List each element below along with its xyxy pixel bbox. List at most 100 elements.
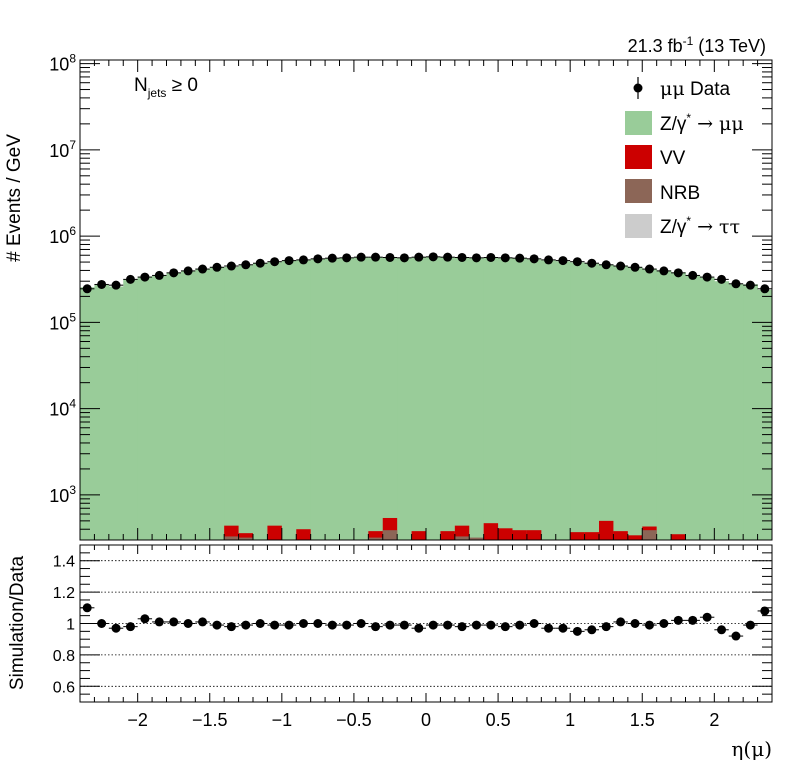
bar-zmm [80,287,95,540]
data-point [443,252,453,262]
ratio-point [572,626,582,636]
ratio-point [659,619,669,628]
data-point [544,255,554,265]
y-tick-label: 104 [49,397,76,420]
bar-vv [411,531,426,540]
main-y-tick-labels: 103 104 105 106 107 108 [49,52,76,506]
data-point [457,252,467,262]
ratio-point [169,617,179,627]
bar-vv [627,535,643,540]
data-point [399,253,409,263]
ratio-point [688,615,698,625]
bar-zmm [483,257,499,540]
bar-nrb [382,530,398,540]
data-point [500,253,510,263]
ratio-points [80,603,772,641]
bar-zmm [238,265,254,540]
ratio-point [399,620,409,630]
data-point [342,253,352,263]
ratio-point [558,623,568,633]
bar-vv [526,530,542,540]
data-point [673,268,683,278]
data-point [371,252,381,262]
ratio-point [717,625,727,635]
bar-zmm [411,257,427,540]
main-ticks [79,60,773,541]
ratio-ticks [79,544,773,703]
x-tick-label: 0.5 [486,710,511,730]
ratio-point [111,623,121,633]
ratio-y-tick-label: 0.8 [53,648,75,665]
bar-zmm [599,264,614,540]
ratio-y-tick-label: 1 [66,617,75,634]
bar-zmm [281,260,297,540]
bar-nrb [368,537,383,540]
bar-zmm [757,289,773,540]
ratio-point [745,620,755,630]
ratio-point [125,622,135,632]
ratio-panel: 0.6 0.8 1 1.2 1.4 −2 −1.5 −1 −0.5 0 0.5 1 1.5 2 [53,544,773,730]
data-point [270,257,280,267]
data-point [154,270,164,280]
bar-zmm [728,284,744,540]
y-tick-label: 108 [49,52,76,75]
x-tick-labels: −2 −1.5 −1 −0.5 0 0.5 1 1.5 2 [127,710,719,730]
data-point [284,256,294,266]
bar-nrb [224,536,239,540]
bar-zmm [166,272,182,540]
ratio-point [327,620,337,630]
bar-zmm [123,279,139,540]
y-tick-label: 103 [49,483,76,506]
legend-swatch-zmm [625,111,652,135]
bar-zmm [743,284,758,540]
bar-nrb [454,536,470,540]
x-tick-label: 0 [421,710,431,730]
ratio-point [471,620,481,630]
ratio-point [298,619,308,628]
bar-zmm [108,286,124,540]
data-point [385,252,395,262]
bar-zmm [699,277,715,540]
data-point [428,252,438,262]
stack-bars [80,256,773,540]
ratio-y-axis-title: Simulation/Data [7,556,28,691]
data-point [414,252,424,262]
data-point [644,264,654,274]
ratio-point [212,620,222,630]
svg-text:VV: VV [660,148,686,169]
bar-vv [498,528,513,540]
ratio-point [226,622,236,632]
data-point [587,258,597,268]
data-point [630,262,640,272]
ratio-point [342,620,352,630]
bar-zmm [382,257,398,540]
data-point [486,252,496,262]
bar-vv [483,523,499,540]
bar-vv [671,534,686,540]
data-points [80,252,772,294]
luminosity-label: 21.3 fb-1 (13 TeV) [628,34,766,56]
data-point [111,280,121,290]
data-point [327,253,337,263]
x-axis-title: η(μ) [731,737,772,761]
data-point [702,272,712,282]
bar-zmm [353,257,369,540]
ratio-point [385,620,395,630]
bar-zmm [714,281,730,540]
x-tick-label: 1.5 [630,710,655,730]
data-point [601,260,611,270]
bar-zmm [584,263,600,540]
bar-vv [599,520,614,540]
legend-entry-data: μμ Data [633,77,731,100]
ratio-point [544,623,554,633]
y-axis-title: # Events / GeV [4,134,25,262]
data-point [659,266,669,276]
bar-vv [267,525,282,540]
bar-zmm [368,257,384,540]
ratio-point [284,620,294,630]
legend-entry-zmm: Z/γ* → μμ [625,111,744,135]
x-tick-label: 1 [565,710,575,730]
data-point [745,280,755,290]
ratio-point [760,606,770,616]
